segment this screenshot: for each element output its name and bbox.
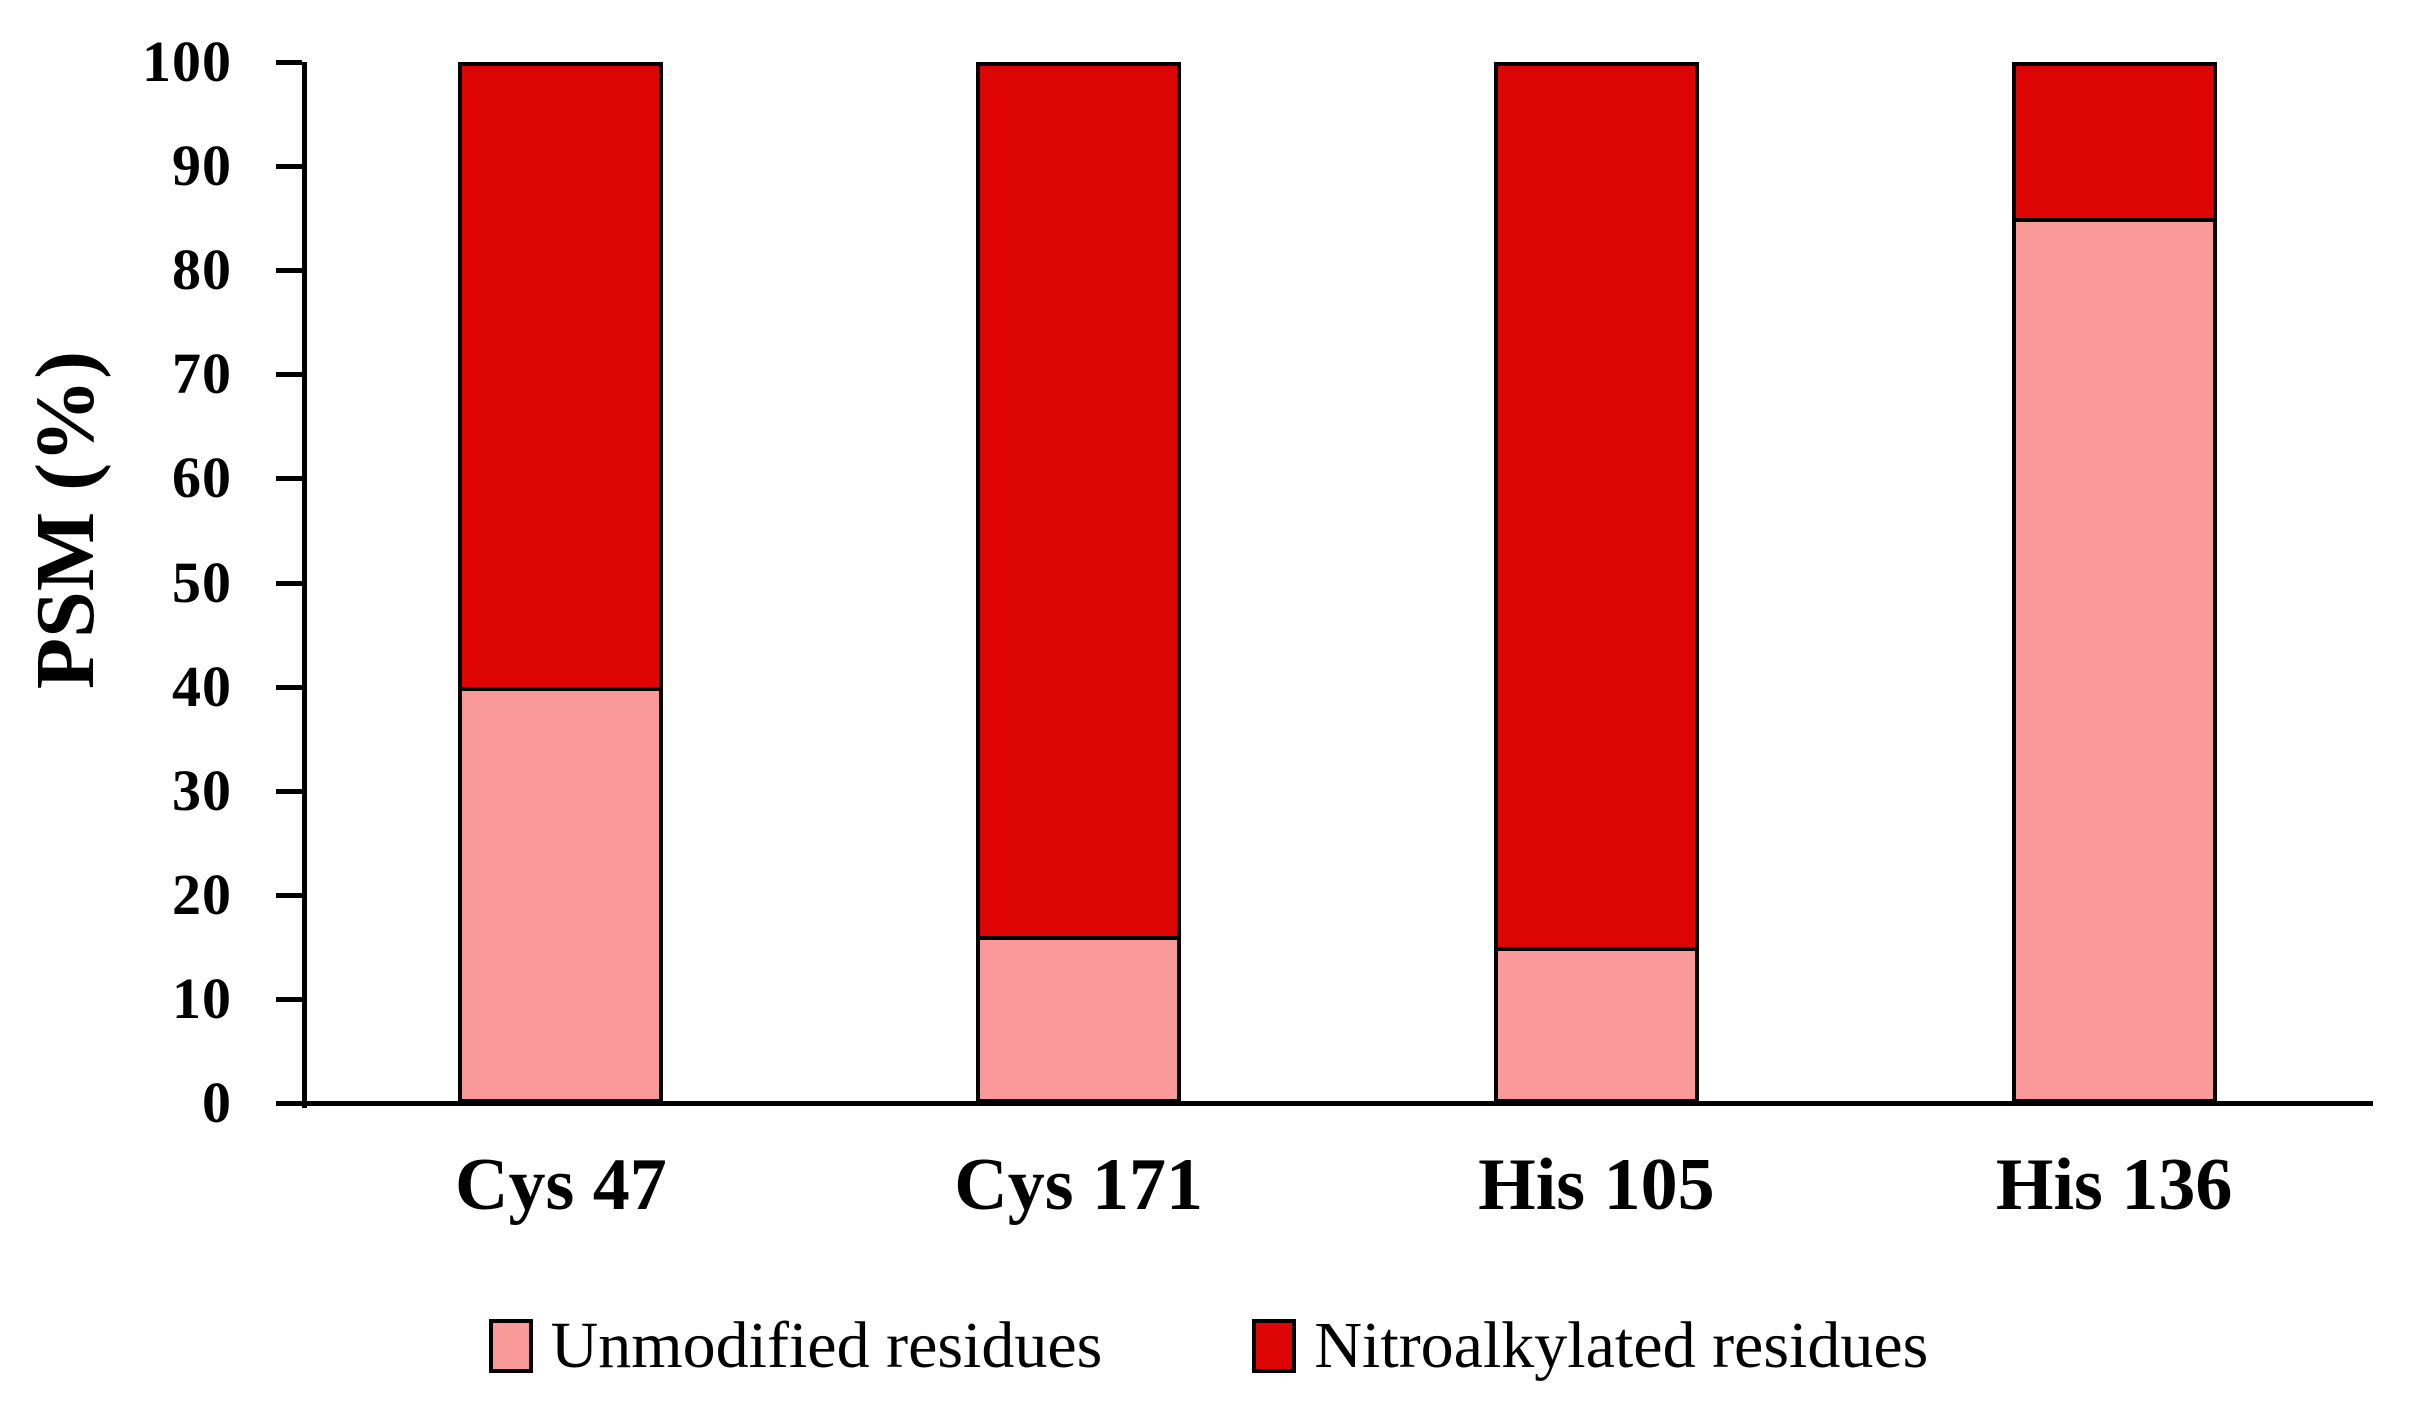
y-axis-tick	[276, 996, 302, 1002]
y-tick-label: 90	[172, 133, 232, 199]
y-axis-tick	[276, 788, 302, 794]
y-tick-label: 30	[172, 757, 232, 823]
y-axis-line	[302, 62, 307, 1108]
y-axis-tick	[276, 268, 302, 274]
y-tick-label: 100	[142, 29, 232, 94]
y-tick-label: 0	[202, 1070, 232, 1135]
bar-segment-nitroalkylated	[458, 62, 664, 687]
y-axis-tick	[276, 580, 302, 586]
y-tick-label: 40	[172, 653, 232, 719]
x-category-label: Cys 47	[455, 1144, 667, 1226]
legend-swatch-unmodified	[488, 1319, 533, 1373]
bar-segment-unmodified	[976, 936, 1182, 1103]
y-tick-label: 20	[172, 861, 232, 927]
y-axis-title: PSM (%)	[19, 350, 112, 690]
bar-segment-nitroalkylated	[2011, 62, 2217, 219]
y-tick-label: 70	[172, 341, 232, 407]
y-tick-label: 10	[172, 965, 232, 1031]
x-category-label: His 136	[1995, 1144, 2233, 1226]
x-category-label: His 105	[1478, 1144, 1715, 1226]
y-axis-tick	[276, 60, 302, 65]
y-axis-tick	[276, 372, 302, 378]
x-axis-line	[302, 1101, 2373, 1106]
y-axis-tick	[276, 164, 302, 170]
bar-segment-unmodified	[1493, 946, 1699, 1103]
legend: Unmodified residues Nitroalkylated residu…	[0, 1306, 2417, 1386]
y-tick-label: 60	[172, 445, 232, 511]
bar-segment-unmodified	[458, 686, 664, 1103]
legend-swatch-nitroalkylated	[1252, 1319, 1297, 1373]
legend-label: Unmodified residues	[550, 1309, 1103, 1382]
x-category-label: Cys 171	[954, 1144, 1203, 1226]
legend-item: Nitroalkylated residues	[1252, 1306, 1928, 1386]
bar-segment-nitroalkylated	[1493, 62, 1699, 947]
bar-segment-unmodified	[2011, 218, 2217, 1103]
y-axis-tick	[276, 1101, 302, 1106]
y-axis-tick	[276, 684, 302, 690]
legend-label: Nitroalkylated residues	[1314, 1309, 1929, 1382]
y-axis-tick	[276, 476, 302, 482]
y-tick-label: 80	[172, 237, 232, 303]
legend-item: Unmodified residues	[488, 1306, 1103, 1386]
bar-segment-nitroalkylated	[976, 62, 1182, 937]
y-tick-label: 50	[172, 549, 232, 615]
y-axis-tick	[276, 892, 302, 898]
